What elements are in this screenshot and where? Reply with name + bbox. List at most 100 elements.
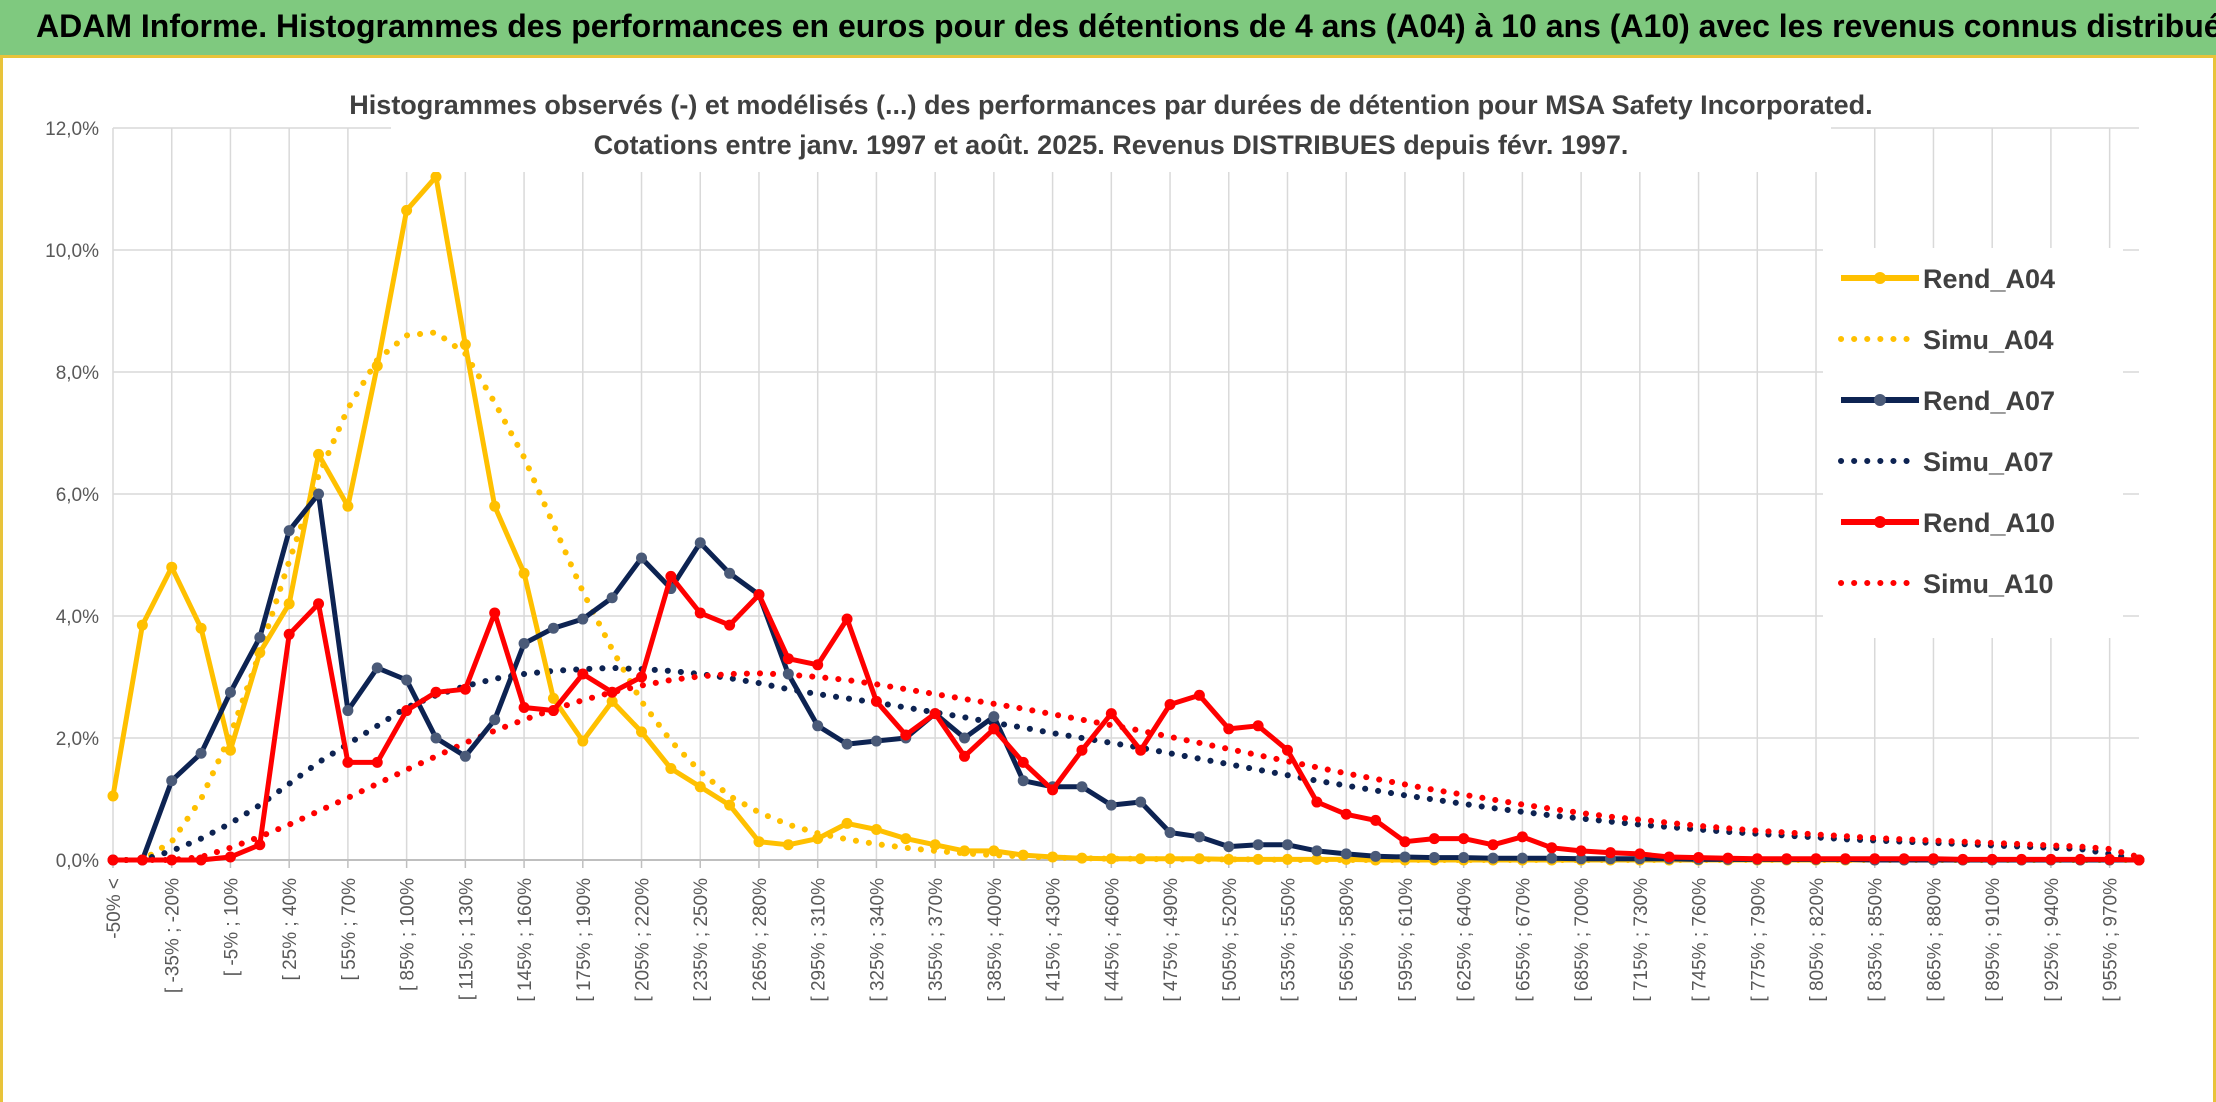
data-point-rend_a10 <box>724 619 736 631</box>
data-point-rend_a10 <box>2133 854 2145 866</box>
data-point-rend_a07 <box>1135 796 1147 808</box>
data-point-rend_a10 <box>195 854 207 866</box>
x-tick-label: [ 235% ; 250% <box>691 878 712 1002</box>
data-point-rend_a07 <box>1252 839 1264 851</box>
x-tick-label: [ 805% ; 820% <box>1807 878 1828 1002</box>
legend-marker <box>1874 394 1886 406</box>
y-tick-label: 6,0% <box>56 485 99 506</box>
x-tick-label: [ -5% ; 10% <box>221 878 242 976</box>
data-point-rend_a04 <box>313 448 325 460</box>
legend-backdrop <box>1823 248 2123 638</box>
data-point-rend_a10 <box>841 613 853 625</box>
data-point-rend_a07 <box>782 668 794 680</box>
data-point-rend_a10 <box>1487 839 1499 851</box>
data-point-rend_a10 <box>1927 853 1939 865</box>
data-point-rend_a10 <box>929 708 941 720</box>
legend-marker <box>1874 516 1886 528</box>
data-point-rend_a10 <box>2045 853 2057 865</box>
data-point-rend_a10 <box>1604 847 1616 859</box>
data-point-rend_a10 <box>1135 744 1147 756</box>
chart-frame: 0,0% 2,0% 4,0% 6,0% 8,0% 10,0% 12,0% -50% < [ -3… <box>0 58 2216 1102</box>
data-point-rend_a07 <box>694 537 706 549</box>
data-point-rend_a10 <box>1722 852 1734 864</box>
x-tick-label: [ 115% ; 130% <box>456 878 477 1000</box>
data-point-rend_a10 <box>900 729 912 741</box>
data-point-rend_a10 <box>489 607 501 619</box>
data-point-rend_a10 <box>1810 853 1822 865</box>
data-point-rend_a04 <box>1076 852 1088 864</box>
data-point-rend_a10 <box>606 686 618 698</box>
data-point-rend_a04 <box>136 619 148 631</box>
data-point-rend_a04 <box>606 695 618 707</box>
data-point-rend_a10 <box>1869 853 1881 865</box>
series-line-rend_a10 <box>110 573 2142 863</box>
data-point-rend_a04 <box>430 171 442 183</box>
data-point-rend_a07 <box>812 720 824 732</box>
legend-label: Simu_A04 <box>1923 325 2054 355</box>
data-point-rend_a07 <box>1105 799 1117 811</box>
data-point-rend_a10 <box>136 854 148 866</box>
data-point-rend_a07 <box>1281 839 1293 851</box>
data-point-rend_a10 <box>1516 831 1528 843</box>
data-point-rend_a10 <box>1311 796 1323 808</box>
data-point-rend_a07 <box>1340 848 1352 860</box>
data-point-rend_a10 <box>1164 698 1176 710</box>
x-tick-label: [ 355% ; 370% <box>926 878 947 1002</box>
data-point-rend_a07 <box>1546 852 1558 864</box>
y-tick-label: 4,0% <box>56 607 99 628</box>
data-point-rend_a04 <box>518 567 530 579</box>
data-point-rend_a04 <box>166 561 178 573</box>
data-point-rend_a07 <box>254 631 266 643</box>
data-point-rend_a10 <box>2074 853 2086 865</box>
data-point-rend_a04 <box>577 735 589 747</box>
data-point-rend_a10 <box>224 851 236 863</box>
x-tick-label: [ 955% ; 970% <box>2101 878 2122 1002</box>
x-tick-label: [ 295% ; 310% <box>809 878 830 1002</box>
data-point-rend_a10 <box>988 723 1000 735</box>
x-tick-label: [ 25% ; 40% <box>280 878 301 981</box>
data-point-rend_a07 <box>401 674 413 686</box>
data-point-rend_a07 <box>1076 781 1088 793</box>
data-point-rend_a07 <box>1193 831 1205 843</box>
x-tick-label: [ 685% ; 700% <box>1572 878 1593 1002</box>
data-point-rend_a04 <box>812 833 824 845</box>
data-point-rend_a10 <box>870 695 882 707</box>
data-point-rend_a04 <box>254 647 266 659</box>
data-point-rend_a04 <box>753 836 765 848</box>
x-tick-label: [ 565% ; 580% <box>1337 878 1358 1002</box>
data-point-rend_a10 <box>1047 784 1059 796</box>
legend-label: Simu_A10 <box>1923 569 2054 599</box>
data-point-rend_a10 <box>1957 853 1969 865</box>
data-point-rend_a04 <box>1311 853 1323 865</box>
data-point-rend_a10 <box>812 659 824 671</box>
data-point-rend_a10 <box>1017 756 1029 768</box>
data-point-rend_a10 <box>1546 842 1558 854</box>
data-point-rend_a10 <box>1223 723 1235 735</box>
chart-subtitle: Cotations entre janv. 1997 et août. 2025… <box>594 130 1629 160</box>
x-tick-label: [ 55% ; 70% <box>339 878 360 981</box>
chart-title: Histogrammes observés (-) et modélisés (… <box>349 90 1872 120</box>
data-point-rend_a04 <box>636 726 648 738</box>
report-title: ADAM Informe. Histogrammes des performan… <box>36 8 2216 44</box>
data-point-rend_a10 <box>1634 848 1646 860</box>
data-point-rend_a04 <box>841 817 853 829</box>
data-point-rend_a07 <box>342 705 354 717</box>
data-point-rend_a10 <box>1693 852 1705 864</box>
data-point-rend_a04 <box>724 799 736 811</box>
data-point-rend_a10 <box>694 607 706 619</box>
x-tick-label: [ 835% ; 850% <box>1866 878 1887 1002</box>
data-point-rend_a10 <box>1370 814 1382 826</box>
y-tick-label: 10,0% <box>45 241 99 262</box>
x-tick-label: -50% < <box>104 878 125 939</box>
data-point-rend_a07 <box>313 488 325 500</box>
data-point-rend_a07 <box>1017 775 1029 787</box>
data-point-rend_a04 <box>1017 849 1029 861</box>
data-point-rend_a04 <box>195 622 207 634</box>
data-point-rend_a07 <box>195 747 207 759</box>
data-point-rend_a07 <box>1370 850 1382 862</box>
x-tick-label: [ 715% ; 730% <box>1631 878 1652 1002</box>
x-tick-label: [ 865% ; 880% <box>1924 878 1945 1002</box>
legend-label: Simu_A07 <box>1923 447 2054 477</box>
x-tick-label: [ 205% ; 220% <box>633 878 654 1002</box>
data-point-rend_a10 <box>1076 744 1088 756</box>
